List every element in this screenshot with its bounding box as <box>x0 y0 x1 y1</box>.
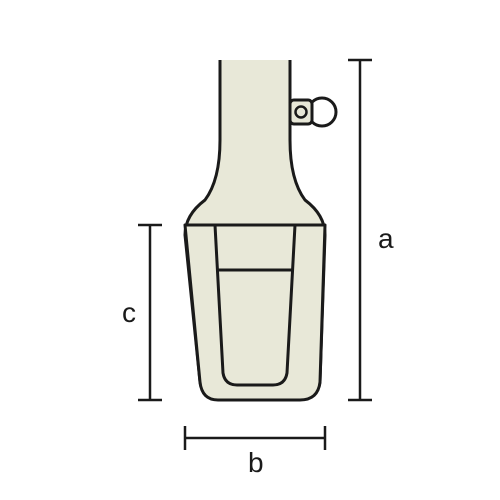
ring-tab <box>290 100 312 124</box>
dim-a: a <box>348 60 394 400</box>
dim-c-label: c <box>122 297 136 328</box>
pocket-outer <box>185 225 325 400</box>
dim-a-label: a <box>378 223 394 254</box>
dimension-diagram: a b c <box>0 0 500 500</box>
dim-b-label: b <box>248 447 264 478</box>
dim-b: b <box>185 426 325 478</box>
dim-c: c <box>122 225 162 400</box>
